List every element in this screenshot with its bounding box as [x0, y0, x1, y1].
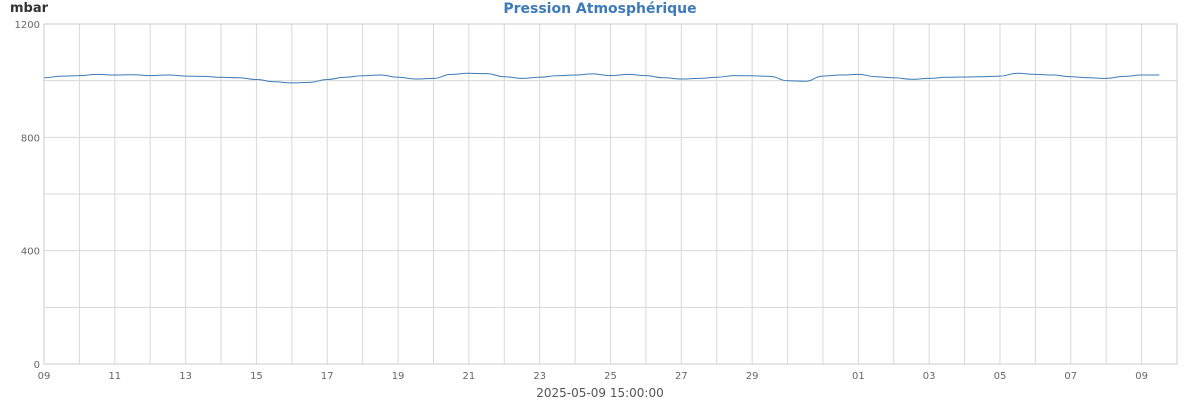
- x-axis-caption: 2025-05-09 15:00:00: [536, 386, 664, 400]
- plot-frame: [43, 23, 1178, 365]
- x-tick-label: 01: [852, 371, 865, 382]
- pressure-series-line: [43, 72, 1160, 84]
- y-axis-unit-label: mbar: [10, 1, 49, 16]
- x-tick-label: 15: [250, 371, 263, 382]
- x-tick-label: 19: [392, 371, 405, 382]
- tick-labels: 0 400 800 1200 09 11 13 15 17 19 21 23 25 27 29 01 03 05 0…: [15, 20, 1148, 382]
- y-tick-label: 0: [34, 360, 40, 371]
- x-tick-label: 11: [108, 371, 121, 382]
- x-tick-label: 29: [746, 371, 759, 382]
- x-tick-label: 27: [675, 371, 688, 382]
- x-tick-label: 03: [923, 371, 936, 382]
- x-tick-label: 07: [1064, 371, 1077, 382]
- y-tick-label: 1200: [15, 20, 40, 31]
- x-tick-label: 21: [463, 371, 476, 382]
- x-tick-label: 17: [321, 371, 334, 382]
- y-tick-label: 800: [21, 133, 40, 144]
- y-tick-label: 400: [21, 247, 40, 258]
- x-tick-label: 09: [38, 371, 51, 382]
- x-tick-label: 05: [994, 371, 1007, 382]
- x-tick-label: 23: [533, 371, 546, 382]
- series-layer: [43, 72, 1160, 84]
- chart-title: Pression Atmosphérique: [503, 1, 697, 17]
- x-tick-label: 13: [179, 371, 192, 382]
- x-tick-label: 09: [1135, 371, 1148, 382]
- x-tick-label: 25: [604, 371, 617, 382]
- grid-lines: [43, 23, 1178, 365]
